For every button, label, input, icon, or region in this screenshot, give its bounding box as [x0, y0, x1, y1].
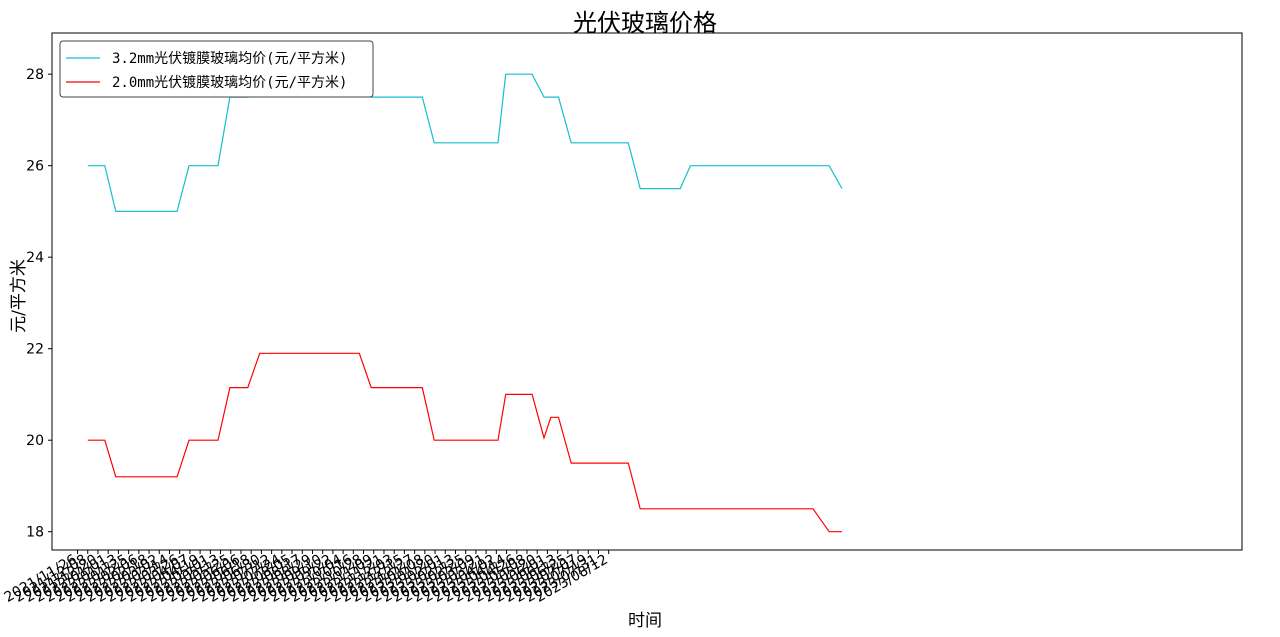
x-axis-label: 时间: [628, 611, 662, 631]
series-line-2: [87, 352, 842, 533]
legend-label-2: 2.0mm光伏镀膜玻璃均价(元/平方米): [112, 74, 347, 91]
y-tick-label: 20: [26, 433, 44, 449]
series-line-1: [87, 50, 843, 212]
legend-box: [59, 40, 374, 98]
y-tick-label: 28: [26, 67, 44, 83]
y-axis-label: 元/平方米: [9, 259, 29, 333]
y-tick-label: 26: [26, 159, 44, 175]
legend: 3.2mm光伏镀膜玻璃均价(元/平方米) 2.0mm光伏镀膜玻璃均价(元/平方米): [59, 40, 374, 98]
y-tick-label: 24: [26, 250, 44, 266]
chart-title: 光伏玻璃价格: [573, 9, 717, 37]
legend-label-1: 3.2mm光伏镀膜玻璃均价(元/平方米): [112, 50, 347, 67]
y-axis: 18 20 22 24 26 28: [26, 67, 52, 541]
plot-area-frame: [51, 32, 1243, 551]
series-layer: [87, 50, 843, 533]
x-axis: 2021/11/262021/12/082021/12/202022/01/01…: [2, 550, 611, 606]
y-tick-label: 18: [26, 525, 44, 541]
y-tick-label: 22: [26, 342, 44, 358]
